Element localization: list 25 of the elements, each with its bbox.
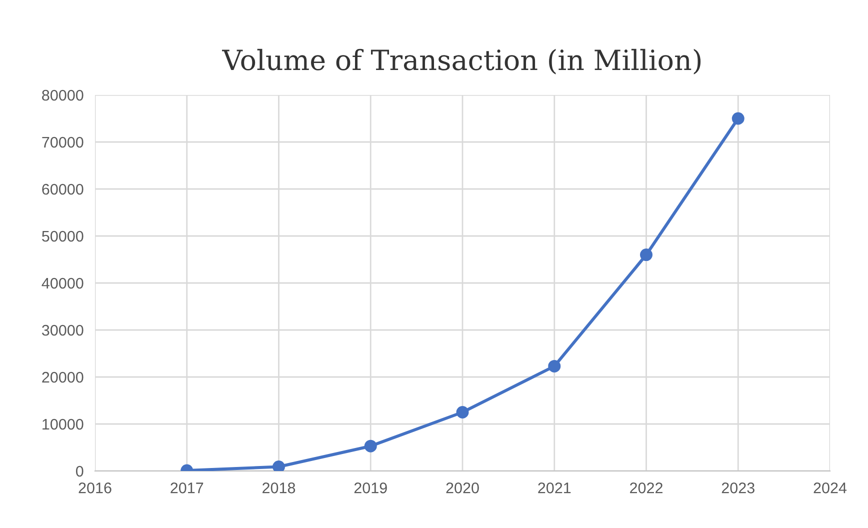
- x-tick-label: 2019: [354, 482, 387, 494]
- x-tick-label: 2021: [538, 482, 571, 494]
- x-tick-label: 2020: [446, 482, 479, 494]
- point: [272, 460, 285, 471]
- x-tick-label: 2022: [630, 482, 662, 494]
- point: [732, 112, 744, 125]
- y-tick-label: 40000: [42, 278, 84, 289]
- y-tick-label: 80000: [42, 90, 84, 101]
- point: [364, 440, 377, 452]
- point: [640, 248, 652, 262]
- y-tick-label: 10000: [42, 418, 84, 430]
- point: [548, 360, 561, 372]
- y-tick-label: 0: [76, 466, 84, 477]
- y-tick-label: 30000: [42, 324, 84, 336]
- point: [456, 406, 469, 418]
- x-tick-label: 2016: [78, 482, 112, 494]
- y-tick-label: 60000: [42, 184, 84, 195]
- x-tick-label: 2023: [722, 482, 754, 494]
- x-tick-label: 2018: [262, 482, 296, 494]
- chart-title: Volume of Transaction (in Million): [222, 48, 701, 74]
- x-tick-label: 2024: [814, 482, 847, 494]
- y-tick-label: 50000: [42, 230, 84, 242]
- y-tick-label: 70000: [42, 136, 84, 148]
- x-tick-label: 2017: [170, 482, 204, 494]
- y-tick-label: 20000: [42, 372, 84, 383]
